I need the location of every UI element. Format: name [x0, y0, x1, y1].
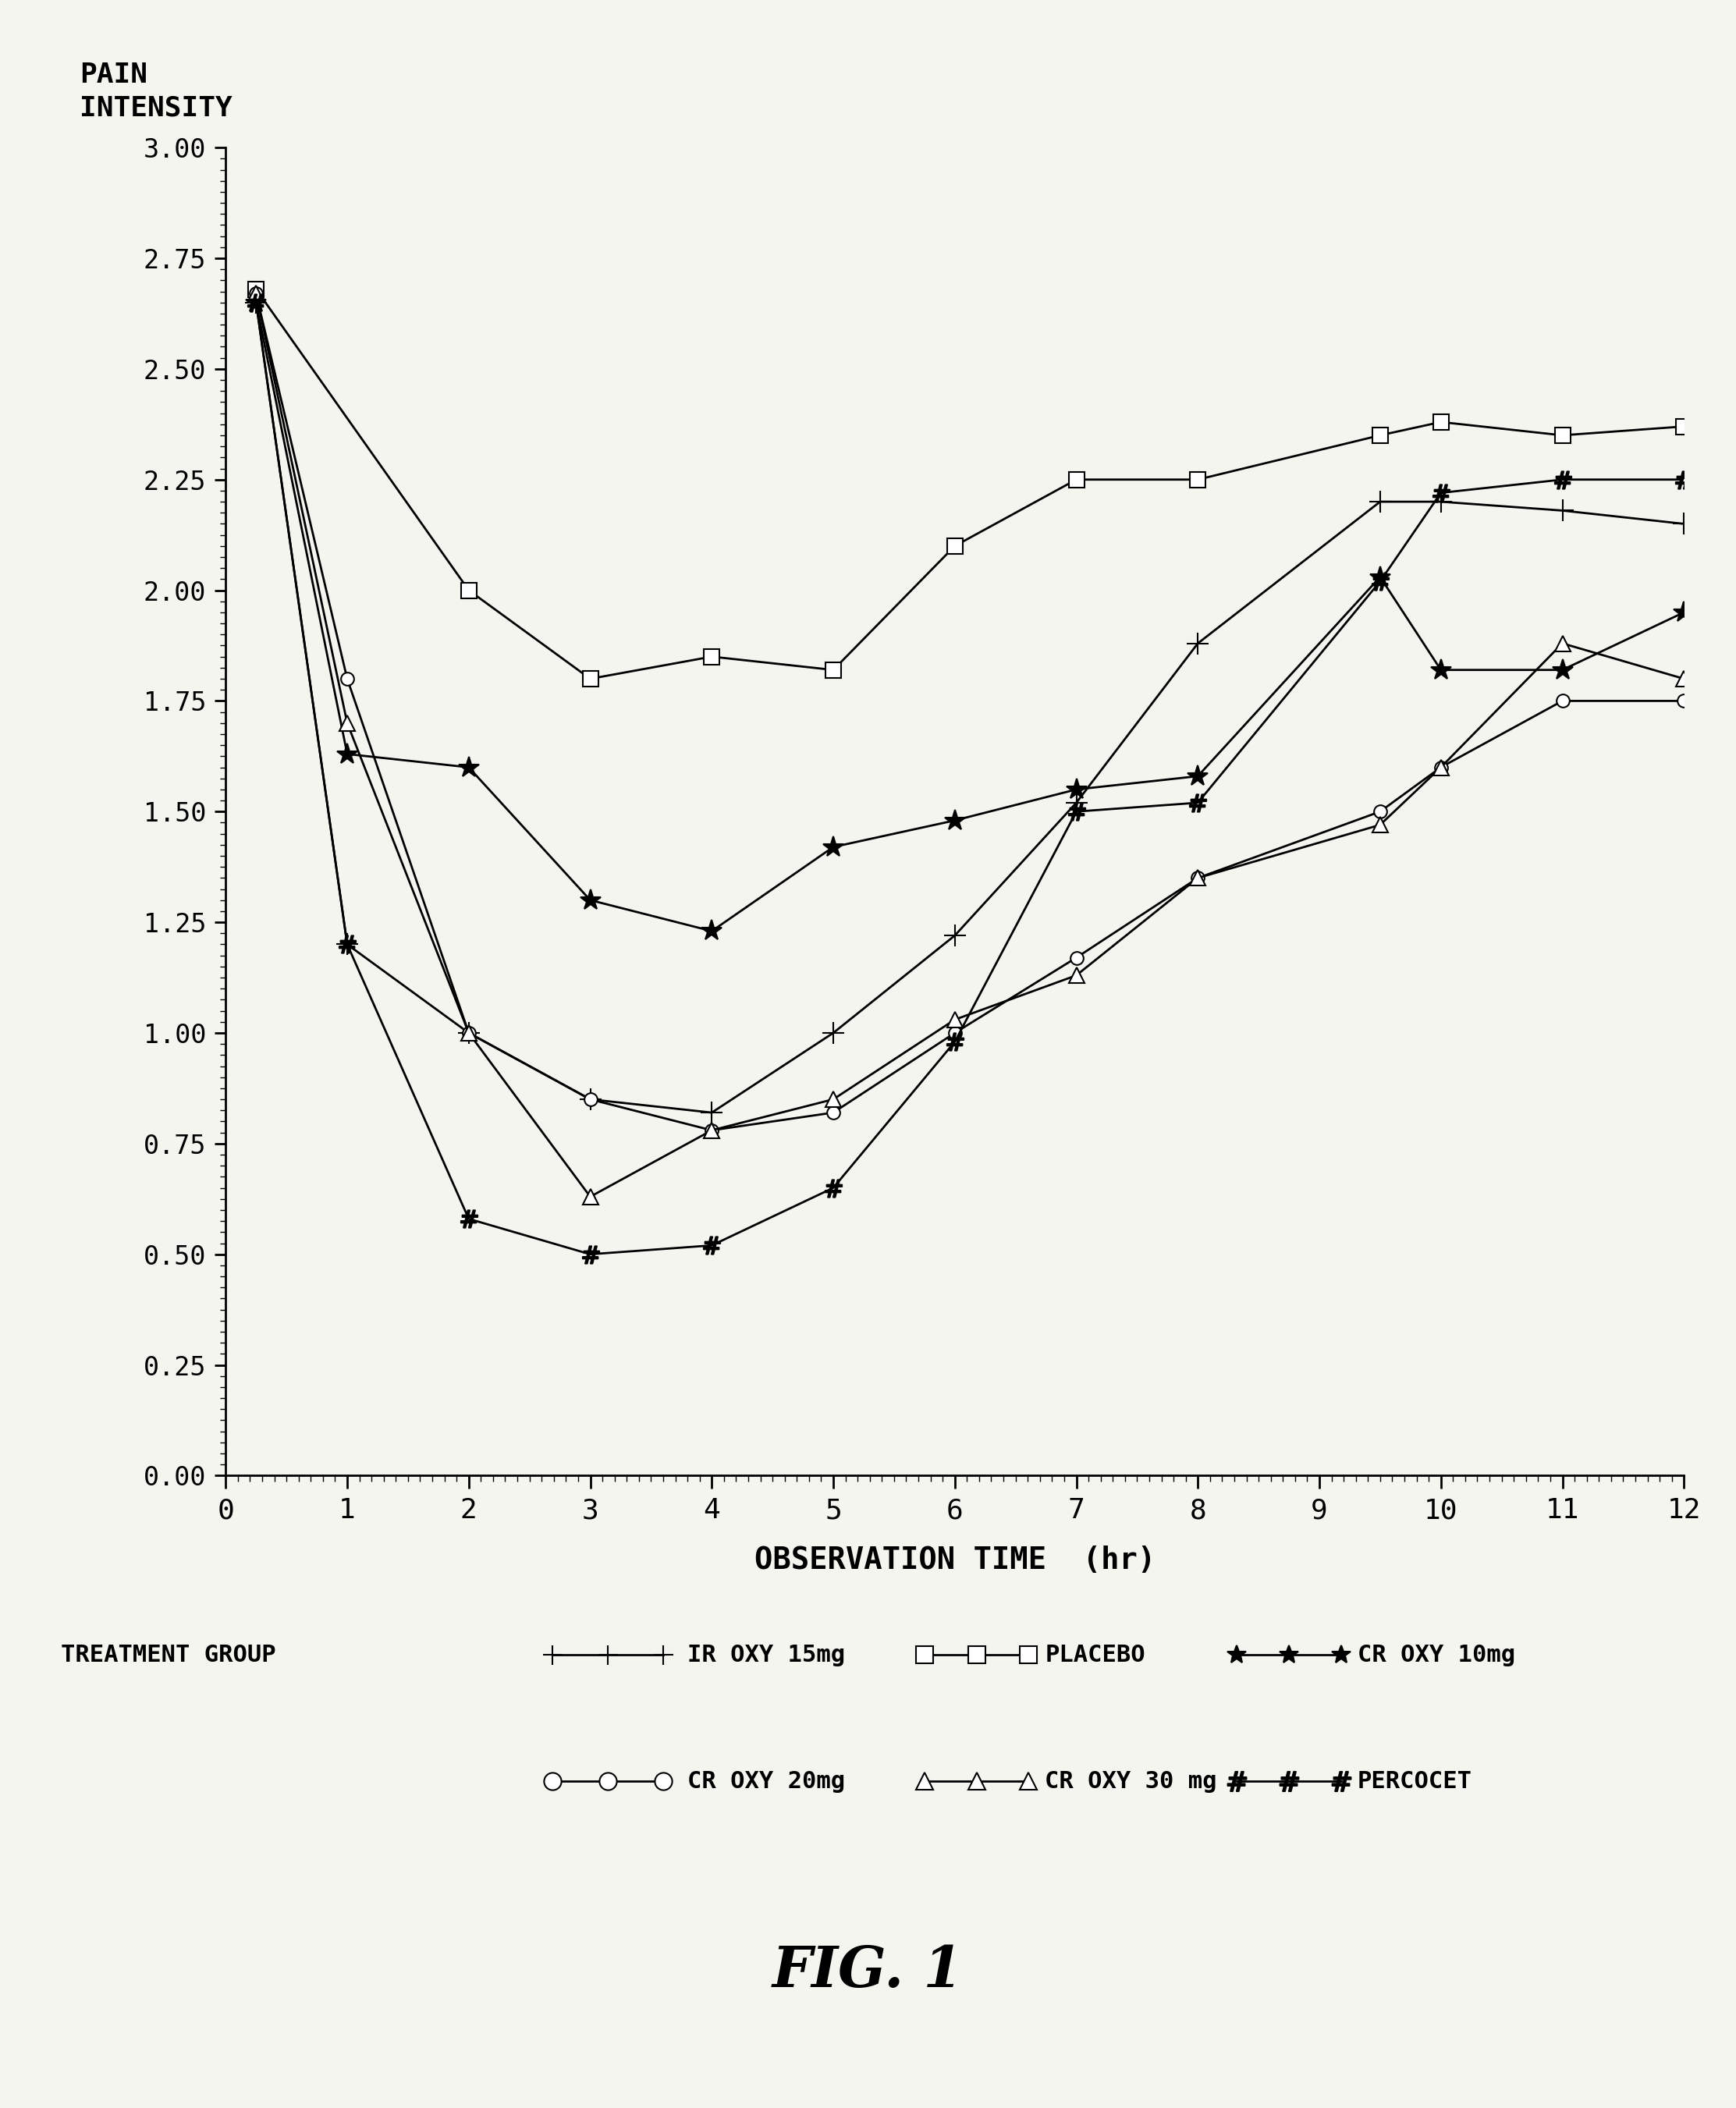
PLACEBO	[823, 658, 844, 683]
PERCOCET	[247, 291, 267, 316]
CR OXY 20mg	[1370, 799, 1391, 824]
CR OXY 10mg	[1430, 658, 1451, 683]
CR OXY 30mg	[337, 710, 358, 736]
CR OXY 10mg	[247, 291, 267, 316]
PERCOCET	[1066, 799, 1087, 824]
PERCOCET	[458, 1206, 479, 1231]
IR OXY 15mg	[1430, 489, 1451, 514]
PERCOCET	[1430, 481, 1451, 506]
CR OXY 30mg	[580, 1185, 601, 1210]
IR OXY 15mg	[337, 932, 358, 957]
CR OXY 10mg	[580, 887, 601, 913]
IR OXY 15mg	[1066, 790, 1087, 816]
Text: IR OXY 15mg: IR OXY 15mg	[687, 1644, 845, 1665]
CR OXY 30mg	[1674, 666, 1694, 691]
IR OXY 15mg	[1552, 497, 1573, 523]
CR OXY 20mg	[337, 666, 358, 691]
Line: CR OXY 30mg: CR OXY 30mg	[248, 287, 1691, 1204]
PLACEBO	[1370, 424, 1391, 449]
PLACEBO	[1674, 413, 1694, 438]
Line: CR OXY 10mg: CR OXY 10mg	[245, 291, 1694, 942]
CR OXY 20mg	[247, 280, 267, 306]
PLACEBO	[944, 533, 965, 559]
CR OXY 30mg	[823, 1088, 844, 1113]
Line: PERCOCET: PERCOCET	[248, 293, 1693, 1263]
CR OXY 20mg	[823, 1100, 844, 1126]
Text: FIG. 1: FIG. 1	[773, 1944, 963, 1998]
Text: TREATMENT GROUP: TREATMENT GROUP	[61, 1644, 276, 1665]
IR OXY 15mg	[580, 1088, 601, 1113]
PLACEBO	[1066, 468, 1087, 493]
IR OXY 15mg	[1370, 489, 1391, 514]
CR OXY 20mg	[1552, 689, 1573, 715]
CR OXY 30mg	[1430, 755, 1451, 780]
PERCOCET	[944, 1029, 965, 1054]
Line: IR OXY 15mg: IR OXY 15mg	[245, 291, 1694, 1124]
IR OXY 15mg	[823, 1020, 844, 1046]
CR OXY 10mg	[1552, 658, 1573, 683]
PLACEBO	[458, 578, 479, 603]
IR OXY 15mg	[1187, 630, 1208, 656]
PLACEBO	[1187, 468, 1208, 493]
Text: PAIN
INTENSITY: PAIN INTENSITY	[80, 61, 233, 120]
Text: CR OXY 20mg: CR OXY 20mg	[687, 1771, 845, 1792]
IR OXY 15mg	[1674, 512, 1694, 538]
CR OXY 10mg	[1066, 778, 1087, 803]
PERCOCET	[823, 1176, 844, 1202]
CR OXY 10mg	[337, 742, 358, 767]
CR OXY 30mg	[1370, 812, 1391, 837]
Text: PLACEBO: PLACEBO	[1045, 1644, 1146, 1665]
CR OXY 10mg	[458, 755, 479, 780]
CR OXY 20mg	[701, 1117, 722, 1143]
Text: PERCOCET: PERCOCET	[1358, 1771, 1472, 1792]
PLACEBO	[701, 645, 722, 670]
CR OXY 30mg	[1187, 866, 1208, 892]
CR OXY 30mg	[247, 280, 267, 306]
CR OXY 30mg	[944, 1008, 965, 1033]
CR OXY 20mg	[1430, 755, 1451, 780]
CR OXY 20mg	[1187, 866, 1208, 892]
CR OXY 10mg	[823, 835, 844, 860]
CR OXY 20mg	[1674, 689, 1694, 715]
PLACEBO	[580, 666, 601, 691]
PERCOCET	[1674, 468, 1694, 493]
X-axis label: OBSERVATION TIME  (hr): OBSERVATION TIME (hr)	[753, 1545, 1156, 1575]
PLACEBO	[1552, 424, 1573, 449]
IR OXY 15mg	[701, 1100, 722, 1126]
CR OXY 10mg	[944, 807, 965, 833]
PERCOCET	[1370, 569, 1391, 594]
PERCOCET	[701, 1233, 722, 1258]
CR OXY 10mg	[1370, 565, 1391, 590]
CR OXY 10mg	[1187, 763, 1208, 788]
PERCOCET	[1552, 468, 1573, 493]
CR OXY 20mg	[458, 1020, 479, 1046]
CR OXY 20mg	[944, 1020, 965, 1046]
CR OXY 30mg	[701, 1117, 722, 1143]
CR OXY 20mg	[1066, 944, 1087, 970]
Text: CR OXY 30 mg: CR OXY 30 mg	[1045, 1771, 1217, 1792]
Line: PLACEBO: PLACEBO	[248, 282, 1691, 687]
CR OXY 10mg	[701, 919, 722, 944]
IR OXY 15mg	[247, 291, 267, 316]
PLACEBO	[1430, 409, 1451, 434]
CR OXY 20mg	[580, 1088, 601, 1113]
PERCOCET	[337, 932, 358, 957]
Line: CR OXY 20mg: CR OXY 20mg	[250, 287, 1691, 1136]
PLACEBO	[247, 276, 267, 301]
IR OXY 15mg	[458, 1020, 479, 1046]
PERCOCET	[580, 1242, 601, 1267]
CR OXY 10mg	[1674, 601, 1694, 626]
IR OXY 15mg	[944, 923, 965, 949]
CR OXY 30mg	[458, 1020, 479, 1046]
CR OXY 30mg	[1552, 630, 1573, 656]
PERCOCET	[1187, 790, 1208, 816]
CR OXY 30mg	[1066, 963, 1087, 989]
Text: CR OXY 10mg: CR OXY 10mg	[1358, 1644, 1516, 1665]
